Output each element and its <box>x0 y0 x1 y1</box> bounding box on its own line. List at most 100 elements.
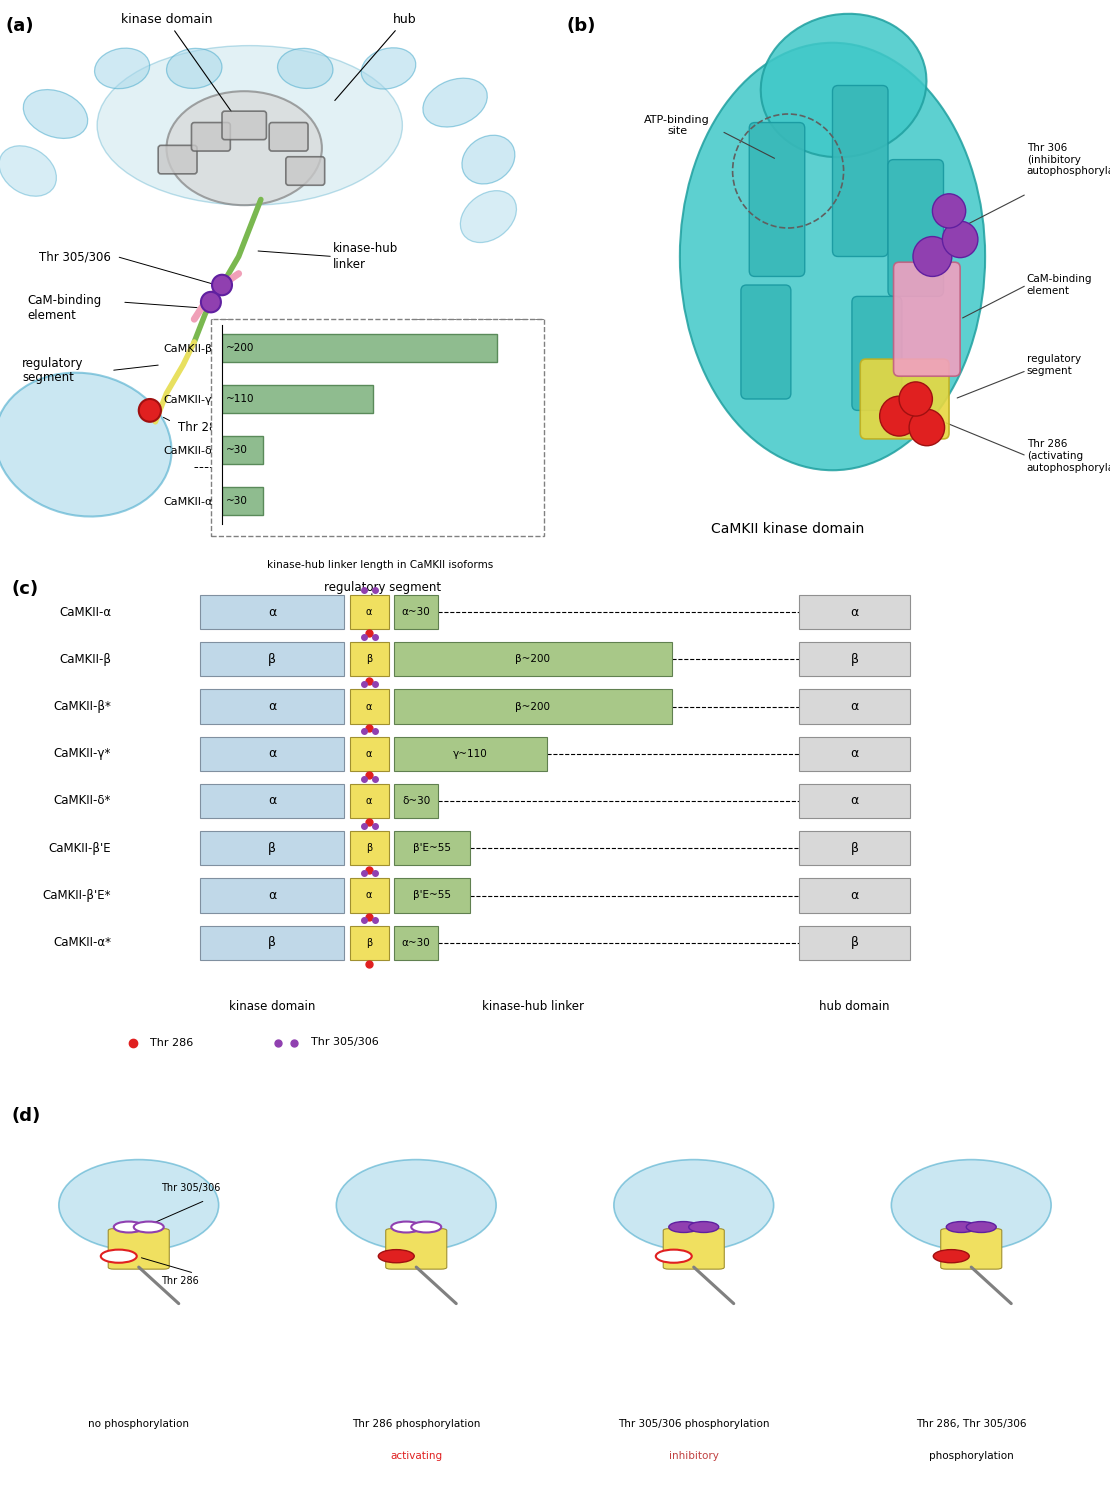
Text: CaM-binding
element: CaM-binding element <box>28 294 102 322</box>
Ellipse shape <box>166 48 222 88</box>
Text: β: β <box>366 843 372 854</box>
Circle shape <box>101 1250 137 1263</box>
FancyBboxPatch shape <box>211 320 544 536</box>
Text: Thr 286
(activating
autophosphorylation): Thr 286 (activating autophosphorylation) <box>1027 440 1110 472</box>
Text: α: α <box>850 795 859 807</box>
FancyBboxPatch shape <box>799 831 910 866</box>
Ellipse shape <box>0 372 172 516</box>
Ellipse shape <box>278 48 333 88</box>
FancyBboxPatch shape <box>852 297 901 411</box>
Text: CaM-binding
element: CaM-binding element <box>1027 274 1092 296</box>
Text: α~30: α~30 <box>402 938 431 948</box>
FancyBboxPatch shape <box>394 690 672 723</box>
Text: hub domain: hub domain <box>819 1000 890 1014</box>
Text: (c): (c) <box>11 580 38 598</box>
FancyBboxPatch shape <box>799 736 910 771</box>
Circle shape <box>942 220 978 258</box>
Text: (b): (b) <box>566 16 595 34</box>
FancyBboxPatch shape <box>832 86 888 256</box>
Text: kinase domain: kinase domain <box>229 1000 315 1014</box>
Ellipse shape <box>423 78 487 128</box>
Ellipse shape <box>59 1160 219 1251</box>
Circle shape <box>899 382 932 416</box>
Bar <box>222 436 263 463</box>
Text: activating: activating <box>391 1452 442 1461</box>
FancyBboxPatch shape <box>350 831 388 866</box>
FancyBboxPatch shape <box>394 926 438 960</box>
Circle shape <box>946 1221 977 1233</box>
FancyBboxPatch shape <box>394 736 546 771</box>
FancyBboxPatch shape <box>191 123 231 152</box>
FancyBboxPatch shape <box>799 879 910 912</box>
FancyBboxPatch shape <box>894 262 960 376</box>
Circle shape <box>914 237 952 276</box>
Text: CaMKII-α*: CaMKII-α* <box>53 936 111 950</box>
Text: ~200: ~200 <box>226 344 254 352</box>
Circle shape <box>201 292 221 312</box>
Circle shape <box>656 1250 692 1263</box>
Text: phosphorylation: phosphorylation <box>929 1452 1013 1461</box>
Text: CaMKII-β*: CaMKII-β* <box>53 700 111 712</box>
Text: β: β <box>366 654 372 664</box>
Text: α~30: α~30 <box>402 608 431 616</box>
Text: kinase-hub linker length in CaMKII isoforms: kinase-hub linker length in CaMKII isofo… <box>268 561 493 570</box>
Text: α: α <box>366 608 372 616</box>
Text: kinase-hub linker: kinase-hub linker <box>482 1000 584 1014</box>
FancyBboxPatch shape <box>200 784 344 818</box>
Text: Thr 286: Thr 286 <box>150 1038 193 1047</box>
FancyBboxPatch shape <box>350 690 388 723</box>
Circle shape <box>966 1221 997 1233</box>
FancyBboxPatch shape <box>799 642 910 676</box>
Text: β: β <box>850 652 859 666</box>
Text: Thr 306
(inhibitory
autophosphorylation): Thr 306 (inhibitory autophosphorylation) <box>1027 142 1110 176</box>
Text: Thr 305/306: Thr 305/306 <box>311 1038 379 1047</box>
FancyBboxPatch shape <box>200 736 344 771</box>
Text: β~200: β~200 <box>515 702 551 711</box>
Ellipse shape <box>23 90 88 138</box>
FancyBboxPatch shape <box>799 926 910 960</box>
Circle shape <box>934 1250 969 1263</box>
Text: α: α <box>366 796 372 806</box>
FancyBboxPatch shape <box>200 690 344 723</box>
Text: CaMKII-δ*: CaMKII-δ* <box>53 795 111 807</box>
Text: δ~30: δ~30 <box>402 796 431 806</box>
Circle shape <box>113 1221 144 1233</box>
FancyBboxPatch shape <box>386 1228 446 1269</box>
Circle shape <box>139 399 161 422</box>
Text: CaMKII-γ*: CaMKII-γ* <box>53 747 111 760</box>
FancyBboxPatch shape <box>394 642 672 676</box>
FancyBboxPatch shape <box>394 879 471 912</box>
FancyBboxPatch shape <box>860 358 949 440</box>
Text: α: α <box>268 795 276 807</box>
Bar <box>222 334 497 362</box>
Ellipse shape <box>98 45 402 206</box>
Text: α: α <box>268 747 276 760</box>
Circle shape <box>133 1221 164 1233</box>
Text: (a): (a) <box>6 16 34 34</box>
FancyBboxPatch shape <box>741 285 790 399</box>
FancyBboxPatch shape <box>200 879 344 912</box>
Ellipse shape <box>891 1160 1051 1251</box>
Text: CaMKII-β'E*: CaMKII-β'E* <box>42 890 111 902</box>
FancyBboxPatch shape <box>394 596 438 628</box>
Text: ATP-binding
site: ATP-binding site <box>644 114 710 136</box>
Text: regulatory segment: regulatory segment <box>324 580 442 594</box>
FancyBboxPatch shape <box>200 596 344 628</box>
Text: α: α <box>268 606 276 618</box>
Ellipse shape <box>462 135 515 184</box>
FancyBboxPatch shape <box>350 879 388 912</box>
Text: Thr 305/306 phosphorylation: Thr 305/306 phosphorylation <box>618 1419 769 1430</box>
Circle shape <box>411 1221 442 1233</box>
FancyBboxPatch shape <box>941 1228 1002 1269</box>
Text: ~30: ~30 <box>226 446 248 454</box>
FancyBboxPatch shape <box>350 642 388 676</box>
Text: regulatory
segment: regulatory segment <box>22 357 83 384</box>
Text: β: β <box>850 842 859 855</box>
Text: regulatory
segment: regulatory segment <box>1027 354 1081 375</box>
FancyBboxPatch shape <box>270 123 307 152</box>
Ellipse shape <box>679 44 986 471</box>
Text: γ~110: γ~110 <box>453 748 487 759</box>
Text: α: α <box>366 891 372 900</box>
Text: α: α <box>850 747 859 760</box>
Text: β: β <box>268 652 276 666</box>
